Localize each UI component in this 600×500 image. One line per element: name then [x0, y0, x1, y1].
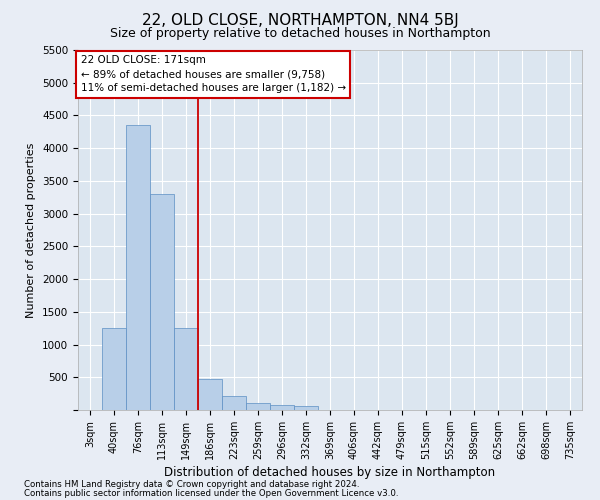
Bar [126, 126, 150, 410]
Bar [246, 404, 270, 410]
X-axis label: Distribution of detached houses by size in Northampton: Distribution of detached houses by size … [164, 466, 496, 479]
Text: Contains HM Land Registry data © Crown copyright and database right 2024.: Contains HM Land Registry data © Crown c… [24, 480, 359, 489]
Bar [270, 406, 294, 410]
Text: 22 OLD CLOSE: 171sqm
← 89% of detached houses are smaller (9,758)
11% of semi-de: 22 OLD CLOSE: 171sqm ← 89% of detached h… [80, 56, 346, 94]
Bar [102, 328, 126, 410]
Bar [174, 328, 198, 410]
Bar [198, 378, 222, 410]
Text: 22, OLD CLOSE, NORTHAMPTON, NN4 5BJ: 22, OLD CLOSE, NORTHAMPTON, NN4 5BJ [142, 12, 458, 28]
Bar [222, 396, 246, 410]
Text: Contains public sector information licensed under the Open Government Licence v3: Contains public sector information licen… [24, 488, 398, 498]
Bar [150, 194, 174, 410]
Y-axis label: Number of detached properties: Number of detached properties [26, 142, 37, 318]
Bar [294, 406, 318, 410]
Text: Size of property relative to detached houses in Northampton: Size of property relative to detached ho… [110, 28, 490, 40]
